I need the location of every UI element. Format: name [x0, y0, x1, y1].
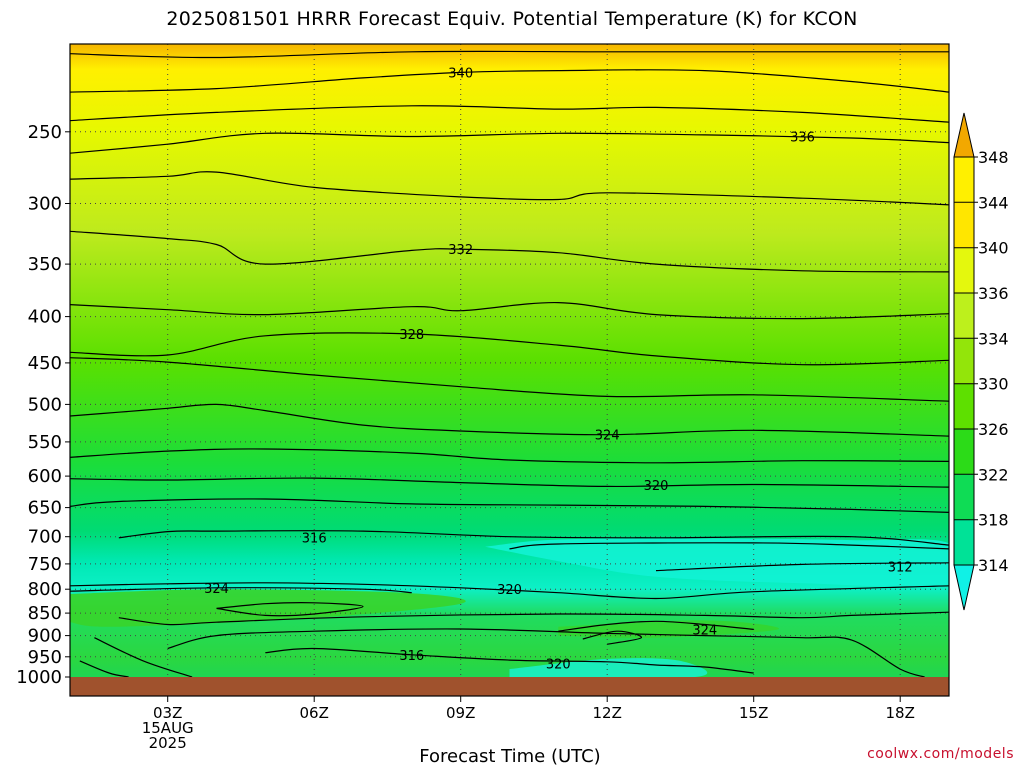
colorbar-extend-max: [953, 112, 975, 158]
colorbar-bin: [954, 338, 974, 384]
colorbar-bin: [954, 383, 974, 429]
x-tick-label: 15Z: [739, 704, 768, 722]
colorbar-bin: [954, 157, 974, 203]
y-tick-label: 750: [28, 554, 62, 575]
colorbar-bin: [954, 202, 974, 248]
contour-324: [70, 403, 949, 437]
colorbar-label: 336: [978, 284, 1009, 303]
y-tick-label: 600: [28, 466, 62, 487]
contour-332: [70, 230, 949, 273]
y-axis: 2503003504004505005506006507007508008509…: [16, 122, 70, 688]
contour-label: 320: [644, 479, 669, 494]
colorbar-bin: [954, 247, 974, 293]
colorbar-bin: [954, 474, 974, 520]
colorbar-extend-min: [953, 564, 975, 611]
x-tick-label: 03Z: [153, 704, 182, 722]
contour-316: [265, 647, 754, 674]
contour-label: 312: [888, 561, 913, 576]
contour-label: 324: [595, 429, 620, 444]
x-tick-label: 18Z: [886, 704, 915, 722]
contour-322: [118, 611, 949, 626]
contour-label: 328: [399, 328, 424, 343]
contour-316: [118, 530, 949, 546]
contour-328: [70, 332, 949, 366]
contour-label: 316: [302, 531, 327, 546]
y-tick-label: 700: [28, 527, 62, 548]
colorbar: 348 344 340 336 334 330 326 322 318 314: [953, 112, 1009, 611]
y-tick-label: 950: [28, 647, 62, 668]
y-tick-label: 350: [28, 254, 62, 275]
contour-340: [70, 69, 949, 93]
colorbar-label: 322: [978, 465, 1009, 484]
y-tick-label: 300: [28, 194, 62, 215]
x-axis-title: Forecast Time (UTC): [419, 746, 601, 767]
contour-label: 324: [204, 582, 229, 597]
colorbar-label: 334: [978, 329, 1009, 348]
contour-label: 320: [497, 583, 522, 598]
contour-314: [509, 542, 949, 550]
contour-322: [79, 660, 129, 677]
contour-344: [70, 50, 949, 59]
contour-label: 316: [399, 649, 424, 664]
colorbar-bin: [954, 293, 974, 339]
x-tick-label: 09Z: [446, 704, 475, 722]
contour-318: [94, 637, 193, 677]
colorbar-label: 344: [978, 193, 1009, 212]
y-tick-label: 900: [28, 626, 62, 647]
ground-band: [70, 677, 949, 696]
contour-338: [70, 105, 949, 123]
y-tick-label: 650: [28, 498, 62, 519]
colorbar-label: 330: [978, 375, 1009, 394]
x-tick-label: 06Z: [300, 704, 329, 722]
contour-320: [70, 477, 949, 488]
y-tick-label: 250: [28, 122, 62, 143]
contour-336: [70, 132, 949, 154]
colorbar-label: 326: [978, 420, 1009, 439]
colorbar-label: 314: [978, 556, 1009, 575]
y-tick-label: 850: [28, 603, 62, 624]
source-credit: coolwx.com/models: [867, 746, 1014, 762]
contour-label: 320: [546, 657, 571, 672]
colorbar-label: 348: [978, 148, 1009, 167]
contour-label: 340: [448, 66, 473, 81]
y-tick-label: 800: [28, 579, 62, 600]
x-tick-label: 15AUG: [142, 719, 194, 737]
x-tick-label: 2025: [149, 734, 187, 752]
contour-326: [70, 357, 949, 402]
plot-frame: [69, 43, 950, 697]
contour-330: [70, 301, 949, 320]
contour-label: 336: [790, 131, 815, 146]
contour-324: [558, 620, 754, 632]
contour-320: [70, 582, 949, 600]
y-tick-label: 1000: [16, 667, 62, 688]
midlevel-green-lobe: [70, 589, 466, 627]
gridlines: [70, 44, 949, 677]
colorbar-bin: [954, 429, 974, 475]
contour-label: 324: [692, 623, 717, 638]
colorbar-label: 318: [978, 511, 1009, 530]
y-tick-label: 450: [28, 353, 62, 374]
surface-low-theta: [509, 658, 708, 677]
colorbar-bin: [954, 519, 974, 565]
low-theta-core: [485, 538, 949, 588]
contour-324: [70, 587, 412, 594]
contour-326: [216, 602, 364, 617]
colorbar-label: 340: [978, 239, 1009, 258]
contour-320: [167, 628, 925, 677]
x-tick-label: 12Z: [593, 704, 622, 722]
contour-318: [70, 498, 949, 513]
y-tick-label: 550: [28, 432, 62, 453]
y-tick-label: 400: [28, 307, 62, 328]
contour-label: 332: [448, 243, 473, 258]
contour-lines: 340 336 332 328 324 320 316 312 320 324 324 316 320: [70, 50, 949, 677]
chart-title: 2025081501 HRRR Forecast Equiv. Potentia…: [166, 8, 858, 30]
contour-322: [70, 448, 949, 464]
contour-334: [70, 171, 949, 206]
contour-312: [655, 562, 949, 572]
y-tick-label: 500: [28, 394, 62, 415]
